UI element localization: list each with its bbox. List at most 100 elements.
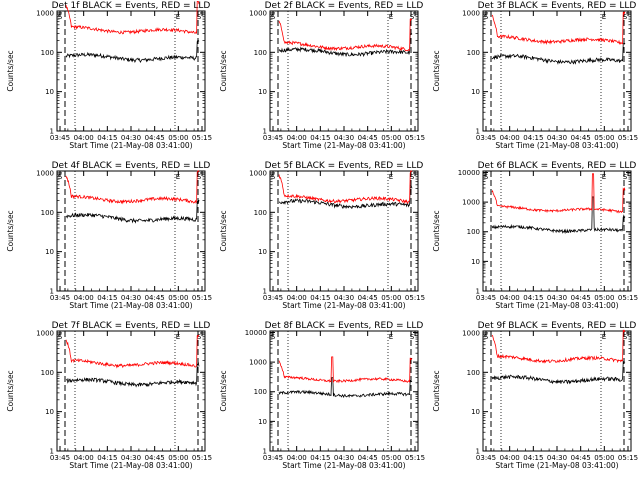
corner-label: E [389, 13, 393, 21]
x-tick-label: 05:15 [618, 134, 638, 142]
x-axis-label: Start Time (21-May-08 03:41:00) [282, 301, 405, 310]
x-tick-label: 04:45 [145, 134, 165, 142]
corner-label: E [389, 173, 393, 181]
y-tick-label: 1 [50, 288, 54, 296]
x-tick-label: 05:15 [405, 134, 425, 142]
x-tick-label: 05:15 [192, 454, 212, 462]
x-tick-label: 04:45 [571, 294, 591, 302]
x-axis-label: Start Time (21-May-08 03:41:00) [282, 461, 405, 470]
y-tick-label: 1 [263, 448, 267, 456]
x-tick-label: 04:00 [500, 294, 520, 302]
x-tick-label: 04:15 [523, 294, 543, 302]
corner-label: S [271, 173, 276, 181]
y-tick-label: 100 [254, 388, 267, 396]
events-series-line [278, 184, 413, 209]
det-panel-8: Det 8f BLACK = Events, RED = LLD 1 10 100 10… [219, 321, 425, 470]
y-axis-label: Counts/sec [219, 50, 228, 91]
corner-label: E [602, 333, 606, 341]
y-tick-label: 1000 [462, 9, 480, 17]
x-tick-label: 03:45 [476, 294, 496, 302]
x-tick-label: 04:15 [310, 134, 330, 142]
y-axis-label: Counts/sec [219, 370, 228, 411]
corner-label: S [197, 173, 202, 181]
x-axis-label: Start Time (21-May-08 03:41:00) [495, 141, 618, 150]
y-tick-label: 10 [258, 88, 267, 96]
corner-label: S [58, 173, 63, 181]
x-tick-label: 05:00 [168, 134, 188, 142]
y-tick-label: 1000 [462, 199, 480, 207]
x-tick-label: 05:00 [594, 294, 614, 302]
x-tick-label: 03:45 [476, 134, 496, 142]
y-tick-label: 1 [476, 128, 480, 136]
events-series-line [65, 39, 200, 64]
panel-title: Det 6f BLACK = Events, RED = LLD [478, 161, 637, 171]
x-tick-label: 04:30 [121, 454, 141, 462]
x-tick-label: 04:15 [523, 454, 543, 462]
x-tick-label: 04:00 [287, 134, 307, 142]
x-tick-label: 04:00 [500, 134, 520, 142]
corner-label: S [623, 173, 628, 181]
det-panel-5: Det 5f BLACK = Events, RED = LLD 1 10 100 10… [219, 161, 425, 310]
x-tick-label: 04:30 [547, 294, 567, 302]
y-tick-label: 1 [476, 288, 480, 296]
panel-title: Det 8f BLACK = Events, RED = LLD [265, 321, 424, 331]
panel-title: Det 4f BLACK = Events, RED = LLD [52, 161, 211, 171]
y-tick-label: 10 [258, 248, 267, 256]
panel-title: Det 5f BLACK = Events, RED = LLD [265, 161, 424, 171]
lld-series-line [278, 356, 413, 384]
lld-series-line [278, 170, 413, 205]
x-tick-label: 04:00 [74, 294, 94, 302]
corner-label: S [58, 13, 63, 21]
y-tick-label: 10 [45, 88, 54, 96]
x-axis-label: Start Time (21-May-08 03:41:00) [69, 301, 192, 310]
x-tick-label: 04:45 [358, 294, 378, 302]
y-tick-label: 10000 [245, 329, 267, 337]
x-tick-label: 04:30 [334, 454, 354, 462]
y-axis-label: Counts/sec [219, 210, 228, 251]
y-axis-label: Counts/sec [6, 50, 15, 91]
corner-label: S [410, 13, 415, 21]
panel-title: Det 9f BLACK = Events, RED = LLD [478, 321, 637, 331]
panel-title: Det 1f BLACK = Events, RED = LLD [52, 1, 211, 11]
x-tick-label: 03:45 [263, 294, 283, 302]
x-tick-label: 04:30 [334, 134, 354, 142]
panel-title: Det 3f BLACK = Events, RED = LLD [478, 1, 637, 11]
x-tick-label: 03:45 [263, 134, 283, 142]
lld-series-line [278, 18, 413, 52]
panel-title: Det 7f BLACK = Events, RED = LLD [52, 321, 211, 331]
x-tick-label: 05:00 [168, 454, 188, 462]
y-tick-label: 100 [467, 49, 480, 57]
corner-label: S [623, 13, 628, 21]
events-series-line [491, 361, 626, 385]
x-tick-label: 04:45 [358, 134, 378, 142]
corner-label: E [602, 13, 606, 21]
x-tick-label: 03:45 [50, 134, 70, 142]
x-tick-label: 04:15 [310, 454, 330, 462]
plot-frame [482, 10, 632, 132]
det-panel-3: Det 3f BLACK = Events, RED = LLD 1 10 100 10… [432, 1, 638, 150]
x-tick-label: 03:45 [263, 454, 283, 462]
y-tick-label: 10 [45, 248, 54, 256]
x-tick-label: 03:45 [476, 454, 496, 462]
x-tick-label: 05:15 [192, 134, 212, 142]
corner-label: S [410, 333, 415, 341]
panel-title: Det 2f BLACK = Events, RED = LLD [265, 1, 424, 11]
x-tick-label: 04:00 [74, 134, 94, 142]
x-tick-label: 04:45 [145, 294, 165, 302]
y-tick-label: 10 [45, 408, 54, 416]
x-tick-label: 05:15 [618, 294, 638, 302]
y-axis-label: Counts/sec [432, 50, 441, 91]
lld-series-line [65, 334, 200, 369]
y-tick-label: 10 [258, 418, 267, 426]
x-tick-label: 04:45 [571, 454, 591, 462]
corner-label: S [623, 333, 628, 341]
x-tick-label: 03:45 [50, 454, 70, 462]
lld-series-line [491, 173, 626, 214]
y-tick-label: 1000 [462, 329, 480, 337]
y-tick-label: 100 [467, 369, 480, 377]
y-tick-label: 100 [41, 369, 54, 377]
corner-label: S [197, 13, 202, 21]
det-panel-6: Det 6f BLACK = Events, RED = LLD 1 10 100 10… [432, 161, 638, 310]
x-tick-label: 04:30 [121, 294, 141, 302]
x-axis-label: Start Time (21-May-08 03:41:00) [282, 141, 405, 150]
